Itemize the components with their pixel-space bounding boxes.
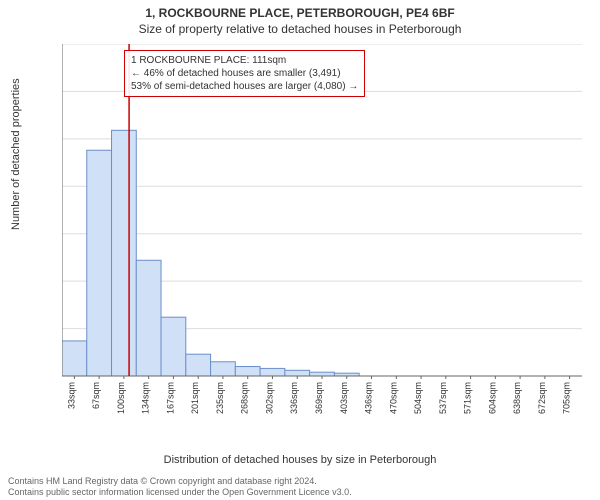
- footer-line-1: Contains HM Land Registry data © Crown c…: [8, 476, 592, 487]
- footer: Contains HM Land Registry data © Crown c…: [8, 476, 592, 498]
- svg-text:672sqm: 672sqm: [537, 382, 547, 414]
- svg-text:268sqm: 268sqm: [240, 382, 250, 414]
- svg-text:235sqm: 235sqm: [215, 382, 225, 414]
- footer-line-2: Contains public sector information licen…: [8, 487, 592, 498]
- svg-text:604sqm: 604sqm: [487, 382, 497, 414]
- annotation-line: 53% of semi-detached houses are larger (…: [131, 80, 358, 93]
- svg-text:302sqm: 302sqm: [264, 382, 274, 414]
- histogram-plot: 050010001500200025003000350033sqm67sqm10…: [62, 44, 582, 424]
- annotation-line: 1 ROCKBOURNE PLACE: 111sqm: [131, 54, 358, 67]
- svg-text:33sqm: 33sqm: [66, 382, 76, 409]
- svg-text:134sqm: 134sqm: [141, 382, 151, 414]
- svg-text:436sqm: 436sqm: [364, 382, 374, 414]
- svg-text:403sqm: 403sqm: [339, 382, 349, 414]
- x-axis-label: Distribution of detached houses by size …: [0, 454, 600, 466]
- svg-text:705sqm: 705sqm: [562, 382, 572, 414]
- chart-area: 050010001500200025003000350033sqm67sqm10…: [62, 44, 582, 424]
- svg-text:638sqm: 638sqm: [512, 382, 522, 414]
- svg-text:537sqm: 537sqm: [438, 382, 448, 414]
- title-sub: Size of property relative to detached ho…: [0, 20, 600, 36]
- annotation-line: ← 46% of detached houses are smaller (3,…: [131, 67, 358, 80]
- svg-text:201sqm: 201sqm: [190, 382, 200, 414]
- title-main: 1, ROCKBOURNE PLACE, PETERBOROUGH, PE4 6…: [0, 0, 600, 20]
- svg-text:369sqm: 369sqm: [314, 382, 324, 414]
- chart-container: 1, ROCKBOURNE PLACE, PETERBOROUGH, PE4 6…: [0, 0, 600, 500]
- svg-text:167sqm: 167sqm: [165, 382, 175, 414]
- y-axis-label: Number of detached properties: [10, 78, 22, 230]
- svg-text:504sqm: 504sqm: [413, 382, 423, 414]
- svg-text:470sqm: 470sqm: [388, 382, 398, 414]
- annotation-box: 1 ROCKBOURNE PLACE: 111sqm← 46% of detac…: [124, 50, 365, 97]
- svg-text:571sqm: 571sqm: [463, 382, 473, 414]
- svg-text:67sqm: 67sqm: [91, 382, 101, 409]
- svg-text:100sqm: 100sqm: [116, 382, 126, 414]
- svg-text:336sqm: 336sqm: [289, 382, 299, 414]
